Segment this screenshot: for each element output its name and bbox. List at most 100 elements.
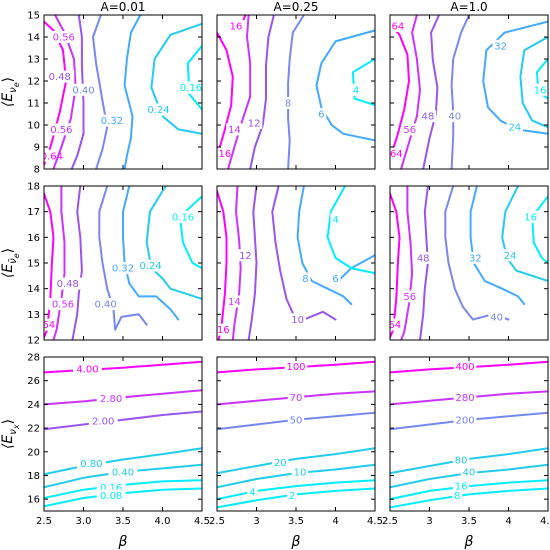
contour-line xyxy=(519,36,548,129)
contour-line xyxy=(247,186,258,340)
contour-label: 0.32 xyxy=(112,264,134,275)
contour-label: 12 xyxy=(248,118,261,129)
contour-label-bg xyxy=(291,465,309,478)
contour-line xyxy=(178,195,202,270)
x-tick-label: 3.0 xyxy=(76,516,92,527)
contour-label-bg xyxy=(452,480,470,493)
contour-label-bg xyxy=(330,272,341,285)
contour-label: 2.80 xyxy=(100,394,122,405)
contour-label: 64 xyxy=(388,320,401,331)
y-tick-label: 18 xyxy=(27,471,40,482)
panel-r2-c1: 100 70 50 20 10 4 2 2.5 3 3.5 4 4.5 xyxy=(209,356,383,527)
contour-line xyxy=(227,15,252,169)
contour-label-bg xyxy=(136,259,166,272)
contour-label: 8 xyxy=(302,274,308,285)
contour-label: 40 xyxy=(463,467,476,478)
contour-line xyxy=(287,15,305,169)
contour-label-bg xyxy=(446,110,463,123)
y-tick-label: 26 xyxy=(27,376,40,387)
contour-label: 400 xyxy=(456,362,475,373)
contour-line xyxy=(217,447,375,475)
y-tick-label: 15 xyxy=(27,259,40,270)
contour-label-bg xyxy=(49,31,79,43)
contour-label-bg xyxy=(453,413,477,426)
contour-label-bg xyxy=(460,465,478,478)
contour-label: 56 xyxy=(403,292,416,303)
contour-label-bg xyxy=(226,123,243,136)
contour-label: 0.40 xyxy=(72,85,94,96)
contour-label-bg xyxy=(330,213,341,226)
column-title: A=0.25 xyxy=(274,0,319,14)
contour-label-bg xyxy=(176,81,202,94)
y-tick-label: 16 xyxy=(27,495,40,506)
contour-lines: 64 64 56 48 40 32 24 16 xyxy=(390,15,548,169)
contour-label: 80 xyxy=(455,456,468,467)
contour-line xyxy=(315,29,375,142)
contour-label: 0.40 xyxy=(112,467,134,478)
contour-label-bg xyxy=(53,277,83,290)
contour-line xyxy=(71,186,83,340)
contour-lines: 16 16 14 12 8 6 4 xyxy=(217,15,375,169)
x-tick-label: 2.5 xyxy=(209,516,225,527)
y-tick-label: 24 xyxy=(27,400,40,411)
contour-label: 6 xyxy=(318,110,324,121)
contour-label-bg xyxy=(88,414,118,427)
contour-label-bg xyxy=(44,149,67,162)
contour-label: 48 xyxy=(417,253,430,264)
contour-label: 48 xyxy=(422,112,435,123)
x-tick-label: 2.5 xyxy=(36,516,52,527)
x-tick-label: 4.5 xyxy=(194,516,210,527)
column-title: A=1.0 xyxy=(450,0,487,14)
contour-line xyxy=(217,31,234,159)
contour-line xyxy=(70,15,85,169)
contour-lines: 0.64 0.56 0.56 0.480.40 0.32 0.24 0.16 xyxy=(44,15,202,169)
contour-label: 0.40 xyxy=(94,300,116,311)
x-tick-label: 2.5 xyxy=(382,516,398,527)
contour-line xyxy=(44,360,202,374)
contour-label-bg xyxy=(492,39,509,52)
y-tick-label: 11 xyxy=(27,99,40,110)
contour-label: 0.24 xyxy=(147,105,169,116)
contour-label-bg xyxy=(108,262,138,275)
contour-label: 16 xyxy=(217,325,230,336)
contour-label-bg xyxy=(44,318,57,331)
contour-label-bg xyxy=(77,457,106,470)
contour-line xyxy=(469,186,526,306)
contour-label-bg xyxy=(217,323,232,336)
contour-line xyxy=(400,186,414,340)
contour-label: 280 xyxy=(456,393,475,404)
contour-label: 4.00 xyxy=(76,364,98,375)
contour-line xyxy=(400,15,421,169)
contour-line xyxy=(122,186,180,321)
y-tick-label: 8 xyxy=(34,165,40,176)
contour-label: 50 xyxy=(290,415,303,426)
contour-line xyxy=(390,192,401,339)
contour-label-bg xyxy=(286,489,298,502)
contour-label: 14 xyxy=(228,125,241,136)
y-tick-label: 10 xyxy=(27,121,40,132)
y-tick-label: 18 xyxy=(27,182,40,193)
contour-label: 0.16 xyxy=(172,212,194,223)
contour-label-bg xyxy=(272,456,289,469)
contour-line xyxy=(92,15,109,169)
contour-label: 64 xyxy=(42,320,55,331)
contour-label: 64 xyxy=(392,22,405,33)
contour-label-bg xyxy=(531,83,548,96)
contour-lines: 100 70 50 20 10 4 2 xyxy=(217,360,375,509)
contour-label-bg xyxy=(226,295,243,308)
y-tick-label: 14 xyxy=(27,33,40,44)
x-tick-label: 3.5 xyxy=(115,516,131,527)
contour-label-bg xyxy=(452,454,470,467)
x-tick-label: 4.0 xyxy=(155,516,171,527)
contour-line xyxy=(501,186,548,282)
contour-label-bg xyxy=(96,489,126,502)
panel-frame xyxy=(216,356,376,512)
contour-label-bg xyxy=(97,114,127,127)
y-tick-label: 14 xyxy=(27,284,40,295)
y-tick-label: 20 xyxy=(27,447,40,458)
contour-label: 16 xyxy=(534,85,547,96)
contour-line xyxy=(390,22,410,159)
x-axis-label: β xyxy=(118,534,128,550)
x-tick-label: 3 xyxy=(426,516,432,527)
